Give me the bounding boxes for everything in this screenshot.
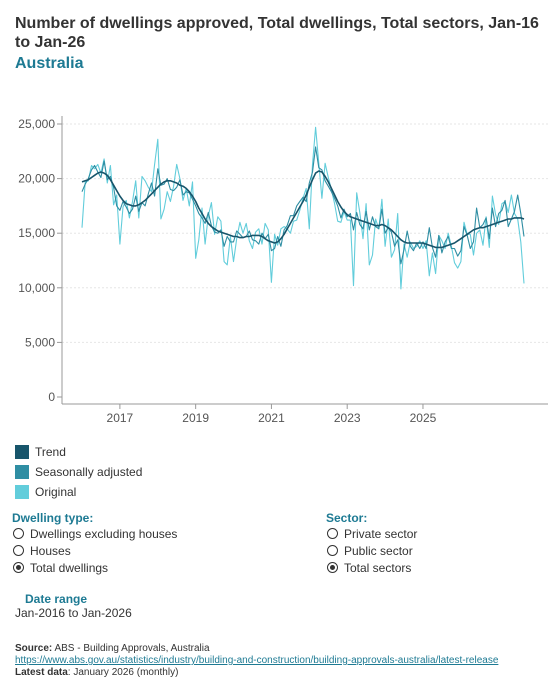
legend-item-original[interactable]: Original [15,482,142,502]
chart-axes: 0 5,000 10,000 15,000 20,000 25,000 2017 2019 20… [18,116,548,425]
series-line-seasonally-adjusted[interactable] [81,146,525,265]
chart-subtitle: Australia [15,55,84,72]
y-tick-label: 0 [48,390,55,404]
radio-houses[interactable]: Houses [13,542,177,559]
source-link[interactable]: https://www.abs.gov.au/statistics/indust… [15,655,499,666]
radio-button[interactable] [13,545,24,556]
x-tick-label: 2019 [182,411,209,425]
legend-item-seasonally-adjusted[interactable]: Seasonally adjusted [15,462,142,482]
radio-button[interactable] [327,528,338,539]
x-tick-label: 2025 [410,411,437,425]
sector-heading: Sector: [326,511,368,525]
dwelling-type-heading: Dwelling type: [12,511,94,525]
radio-button[interactable] [13,528,24,539]
legend-label: Trend [35,445,66,459]
radio-label: Public sector [344,543,413,558]
radio-label: Total dwellings [30,560,109,575]
date-range-heading: Date range [25,592,88,606]
date-range-value[interactable]: Jan-2016 to Jan-2026 [15,606,132,620]
latest-data-label: Latest data [15,667,68,678]
chart-series [81,126,525,290]
y-tick-label: 25,000 [18,117,55,131]
radio-button-selected[interactable] [13,562,24,573]
source-label: Source: [15,643,53,654]
x-tick-label: 2017 [107,411,134,425]
radio-label: Dwellings excluding houses [30,526,178,541]
legend-swatch [15,485,29,499]
radio-total-dwellings[interactable]: Total dwellings [13,559,177,576]
radio-label: Private sector [344,526,418,541]
sector-options: Private sector Public sector Total secto… [327,525,417,576]
legend-swatch [15,445,29,459]
radio-label: Houses [30,543,71,558]
radio-button-selected[interactable] [327,562,338,573]
radio-total-sectors[interactable]: Total sectors [327,559,417,576]
legend-label: Original [35,485,77,499]
latest-data-text: : January 2026 (monthly) [67,667,179,678]
radio-public-sector[interactable]: Public sector [327,542,417,559]
series-line-trend[interactable] [81,170,525,249]
x-tick-label: 2023 [334,411,361,425]
series-line-original[interactable] [81,126,525,290]
x-tick-label: 2021 [258,411,285,425]
chart-legend: Trend Seasonally adjusted Original [15,442,142,502]
radio-label: Total sectors [344,560,412,575]
radio-dwellings-excluding-houses[interactable]: Dwellings excluding houses [13,525,177,542]
source-text: ABS - Building Approvals, Australia [52,643,210,654]
legend-label: Seasonally adjusted [35,465,143,479]
y-tick-label: 15,000 [18,226,55,240]
legend-swatch [15,465,29,479]
dwelling-type-options: Dwellings excluding houses Houses Total … [13,525,177,576]
chart-gridlines [62,123,548,343]
footer: Source: ABS - Building Approvals, Austra… [15,643,498,679]
radio-private-sector[interactable]: Private sector [327,525,417,542]
chart-title: Number of dwellings approved, Total dwel… [15,15,539,51]
y-tick-label: 10,000 [18,281,55,295]
radio-button[interactable] [327,545,338,556]
line-chart: 0 5,000 10,000 15,000 20,000 25,000 2017 2019 20… [18,116,548,425]
y-tick-label: 20,000 [18,172,55,186]
legend-item-trend[interactable]: Trend [15,442,142,462]
y-tick-label: 5,000 [25,335,55,349]
